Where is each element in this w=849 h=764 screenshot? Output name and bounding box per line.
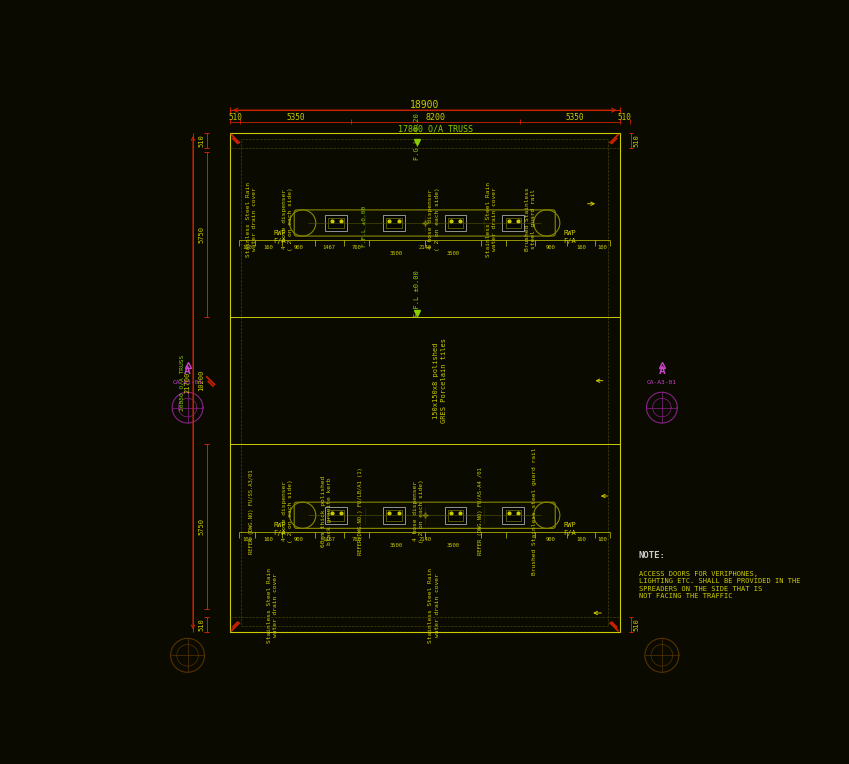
Text: 100: 100 <box>598 245 608 250</box>
Text: 21700: 21700 <box>184 372 190 393</box>
Text: 510: 510 <box>199 618 205 631</box>
Text: 4 hose dispenser
( 2 on each side): 4 hose dispenser ( 2 on each side) <box>282 480 293 543</box>
Bar <box>503 507 524 524</box>
Text: 150x150x8 polished
GRES Porcelain tiles: 150x150x8 polished GRES Porcelain tiles <box>433 338 447 423</box>
Bar <box>445 507 466 524</box>
Text: A: A <box>659 367 666 377</box>
Bar <box>503 215 524 231</box>
Text: 5350: 5350 <box>286 112 305 121</box>
Text: 2140: 2140 <box>419 245 431 250</box>
Bar <box>325 215 347 231</box>
Text: F.F.L ±0.00: F.F.L ±0.00 <box>363 206 367 248</box>
Bar <box>230 133 620 633</box>
Text: RWP
F/A: RWP F/A <box>273 523 286 536</box>
Text: Stainless Steel Rain
water drain cover: Stainless Steel Rain water drain cover <box>246 182 257 257</box>
Text: REFER(DWG.NO.) FU/LB/A1 (1): REFER(DWG.NO.) FU/LB/A1 (1) <box>358 468 363 555</box>
FancyBboxPatch shape <box>295 210 555 236</box>
Text: RWP
F/A: RWP F/A <box>564 230 576 244</box>
Text: 18900: 18900 <box>410 100 440 110</box>
Text: F.F.L ±0.00: F.F.L ±0.00 <box>414 270 420 317</box>
Bar <box>383 507 405 524</box>
Text: 510: 510 <box>228 112 242 121</box>
Text: 1467: 1467 <box>323 245 335 250</box>
Text: 160: 160 <box>263 537 273 542</box>
Text: RWP
F/A: RWP F/A <box>564 523 576 536</box>
Text: 17880 O/A TRUSS: 17880 O/A TRUSS <box>397 125 473 134</box>
Text: NOTE:: NOTE: <box>638 551 666 560</box>
Text: 20850 O/A TRUSS: 20850 O/A TRUSS <box>180 354 185 411</box>
Text: F.G.L -0.20: F.G.L -0.20 <box>414 113 420 160</box>
Text: 510: 510 <box>633 134 639 147</box>
Text: Stainless Steel Rain
water drain cover: Stainless Steel Rain water drain cover <box>267 568 278 643</box>
Text: 760: 760 <box>351 245 361 250</box>
Text: 760: 760 <box>351 537 361 542</box>
Text: REFER (DWG.NO) FU/AS-A4 /01: REFER (DWG.NO) FU/AS-A4 /01 <box>478 468 483 555</box>
Text: 100: 100 <box>242 537 251 542</box>
Bar <box>386 510 402 521</box>
Text: 10200: 10200 <box>199 370 205 391</box>
Text: 160: 160 <box>263 245 273 250</box>
Text: 2140: 2140 <box>419 537 431 542</box>
Text: 900: 900 <box>546 537 556 542</box>
Text: 100: 100 <box>242 245 251 250</box>
Text: 5750: 5750 <box>199 518 205 536</box>
Text: Brushed Stainless steel guard rail: Brushed Stainless steel guard rail <box>531 448 537 575</box>
Text: 8200: 8200 <box>425 112 445 121</box>
Text: 4 hose dispenser
( 2 on each side): 4 hose dispenser ( 2 on each side) <box>282 187 293 251</box>
Text: 1467: 1467 <box>323 537 335 542</box>
Text: CA-A3-01: CA-A3-01 <box>647 380 677 385</box>
Bar <box>505 218 521 228</box>
Text: 5750: 5750 <box>199 226 205 243</box>
Text: ACCESS DOORS FOR VERIPHONES,
LIGHTING ETC. SHALL BE PROVIDED IN THE
SPREADERS ON: ACCESS DOORS FOR VERIPHONES, LIGHTING ET… <box>638 571 801 599</box>
Text: 510: 510 <box>633 618 639 631</box>
Bar <box>241 139 608 626</box>
Text: 900: 900 <box>294 537 303 542</box>
Bar <box>445 215 466 231</box>
Text: 160: 160 <box>576 245 586 250</box>
Text: 900: 900 <box>294 245 303 250</box>
Text: 3500: 3500 <box>390 251 403 255</box>
Text: 3500: 3500 <box>447 251 459 255</box>
Bar <box>505 510 521 521</box>
Text: CA-A3-01: CA-A3-01 <box>172 380 203 385</box>
Text: A: A <box>184 367 191 377</box>
FancyBboxPatch shape <box>295 502 555 529</box>
Bar <box>329 218 344 228</box>
Text: REFER (DWG.NO) FU/SS.A3/01: REFER (DWG.NO) FU/SS.A3/01 <box>249 469 254 554</box>
Text: 3500: 3500 <box>390 542 403 548</box>
Bar <box>386 218 402 228</box>
Bar <box>325 507 347 524</box>
Text: 900: 900 <box>546 245 556 250</box>
Text: 5350: 5350 <box>565 112 584 121</box>
Text: 160: 160 <box>576 537 586 542</box>
Text: Stainless Steel Rain
water drain cover: Stainless Steel Rain water drain cover <box>486 182 498 257</box>
Bar <box>447 218 464 228</box>
Text: 510: 510 <box>618 112 632 121</box>
Bar <box>383 215 405 231</box>
Text: 60mm thick polished
black granite kerb: 60mm thick polished black granite kerb <box>321 476 332 547</box>
Bar <box>329 510 344 521</box>
Text: 4 hose dispenser
( 2 on each side): 4 hose dispenser ( 2 on each side) <box>413 480 424 543</box>
Text: 4 hose dispenser
( 2 on each side): 4 hose dispenser ( 2 on each side) <box>429 187 440 251</box>
Text: Brushed Stainless
steel guard rail: Brushed Stainless steel guard rail <box>525 187 536 251</box>
Text: 3500: 3500 <box>447 542 459 548</box>
Text: 100: 100 <box>598 537 608 542</box>
Text: 510: 510 <box>199 134 205 147</box>
Text: RWP
F/A: RWP F/A <box>273 230 286 244</box>
Bar <box>447 510 464 521</box>
Text: Stainless Steel Rain
water drain cover: Stainless Steel Rain water drain cover <box>429 568 440 643</box>
